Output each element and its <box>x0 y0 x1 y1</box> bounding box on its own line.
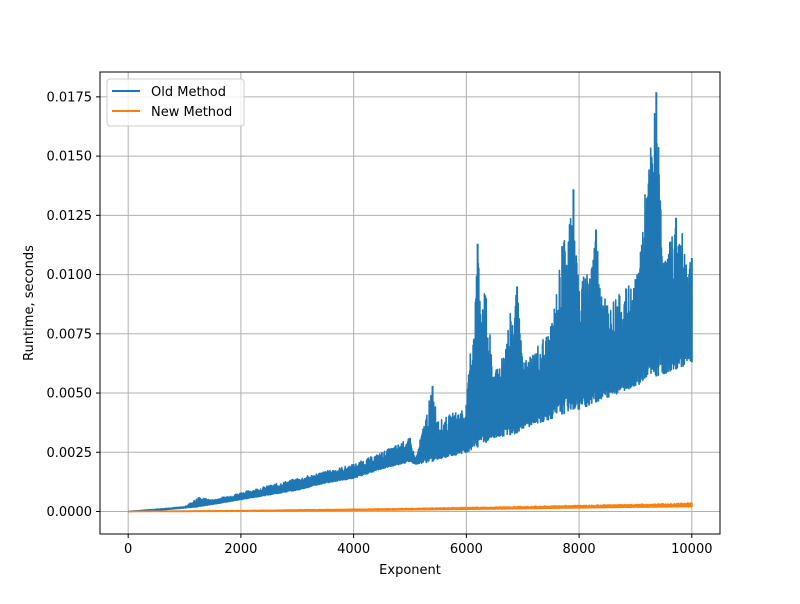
x-tick-label: 8000 <box>563 542 596 557</box>
y-axis-ticks: 0.0000 0.0025 0.0050 0.0075 0.0100 0.0125 0.01… <box>47 90 100 520</box>
x-tick-label: 10000 <box>671 542 712 557</box>
y-tick-label: 0.0050 <box>47 387 93 402</box>
x-axis-label: Exponent <box>379 563 441 578</box>
x-tick-label: 4000 <box>337 542 370 557</box>
plot-area-frame <box>99 71 721 535</box>
x-tick-label: 2000 <box>224 542 257 557</box>
y-axis-label: Runtime, seconds <box>22 245 37 361</box>
x-tick-label: 0 <box>124 542 132 557</box>
legend: Old Method New Method <box>106 78 245 127</box>
legend-box <box>106 78 245 127</box>
y-tick-label: 0.0000 <box>47 505 93 520</box>
x-tick-label: 6000 <box>450 542 483 557</box>
legend-label-new-method: New Method <box>151 105 232 120</box>
series-lines <box>127 92 693 513</box>
y-tick-label: 0.0175 <box>47 90 93 105</box>
y-tick-label: 0.0075 <box>47 327 93 342</box>
y-tick-label: 0.0025 <box>47 446 93 461</box>
y-tick-label: 0.0125 <box>47 209 93 224</box>
y-tick-label: 0.0100 <box>47 268 93 283</box>
legend-label-old-method: Old Method <box>151 85 226 100</box>
y-tick-label: 0.0150 <box>47 150 93 165</box>
x-axis-ticks: 0 2000 4000 6000 8000 10000 <box>124 534 712 557</box>
